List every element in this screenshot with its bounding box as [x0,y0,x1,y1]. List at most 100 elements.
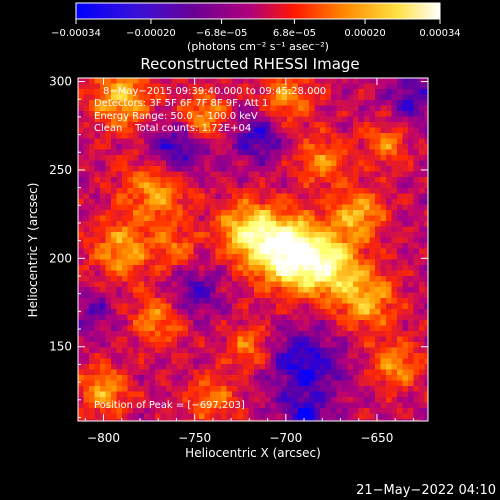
heatmap-cell [424,237,428,244]
heatmap-cell [292,292,299,299]
heatmap-cell [342,402,348,409]
heatmap-cell [347,259,354,266]
heatmap-cell [94,298,101,304]
heatmap-cell [144,281,150,288]
heatmap-cell [276,149,282,156]
heatmap-cell [204,193,211,200]
heatmap-cell [375,391,381,398]
heatmap-cell [424,342,428,348]
heatmap-cell [248,265,255,271]
heatmap-cell [215,193,222,200]
heatmap-cell [353,215,359,222]
heatmap-cell [380,331,387,337]
heatmap-cell [364,204,370,211]
heatmap-cell [303,243,310,249]
heatmap-cell [243,232,249,238]
heatmap-cell [210,314,216,321]
heatmap-cell [287,94,293,101]
heatmap-cell [419,292,425,299]
heatmap-cell [254,94,260,101]
heatmap-cell [149,259,156,266]
heatmap-cell [155,380,161,387]
heatmap-cell [166,336,172,343]
heatmap-cell [182,144,189,150]
heatmap-cell [149,248,156,255]
heatmap-cell [342,331,348,337]
colorbar [75,2,441,20]
heatmap-cell [413,298,420,304]
heatmap-cell [397,111,403,117]
heatmap-cell [397,149,403,156]
heatmap-cell [397,281,403,288]
heatmap-cell [364,325,370,332]
colorbar-tick-label: 0.00020 [344,28,385,39]
heatmap-cell [193,397,200,403]
heatmap-cell [342,210,348,216]
heatmap-cell [397,237,403,244]
heatmap-cell [303,210,310,216]
heatmap-cell [144,100,150,106]
heatmap-cell [424,122,428,128]
heatmap-cell [89,287,95,293]
heatmap-cell [100,122,106,128]
heatmap-cell [276,94,282,101]
heatmap-cell [358,78,365,84]
heatmap-cell [314,116,321,123]
heatmap-cell [424,232,428,238]
heatmap-cell [369,89,376,95]
heatmap-cell [303,78,310,84]
heatmap-cell [375,309,381,315]
heatmap-cell [402,358,409,365]
heatmap-cell [160,386,167,392]
heatmap-cell [309,144,315,150]
heatmap-cell [116,94,123,101]
heatmap-cell [171,171,178,178]
heatmap-cell [182,83,189,90]
heatmap-cell [105,78,112,84]
heatmap-cell [78,402,84,409]
heatmap-cell [336,100,343,106]
heatmap-cell [364,232,370,238]
heatmap-cell [391,303,398,310]
heatmap-cell [369,155,376,161]
heatmap-cell [309,254,315,260]
heatmap-cell [391,177,398,183]
heatmap-cell [254,298,260,304]
heatmap-cell [199,199,205,205]
heatmap-cell [149,331,156,337]
heatmap-cell [116,287,123,293]
heatmap-cell [287,397,293,403]
heatmap-cell [342,391,348,398]
heatmap-cell [78,292,84,299]
heatmap-cell [270,127,277,134]
heatmap-cell [402,182,409,189]
heatmap-cell [358,347,365,354]
heatmap-cell [364,386,370,392]
heatmap-cell [177,325,183,332]
heatmap-cell [248,199,255,205]
heatmap-cell [320,342,326,348]
heatmap-cell [342,177,348,183]
heatmap-cell [243,281,249,288]
heatmap-cell [204,248,211,255]
heatmap-cell [413,347,420,354]
heatmap-cell [155,210,161,216]
heatmap-cell [375,386,381,392]
heatmap-cell [199,116,205,123]
heatmap-cell [226,221,233,227]
heatmap-cell [149,342,156,348]
heatmap-cell [188,105,194,112]
heatmap-cell [380,265,387,271]
heatmap-cell [182,281,189,288]
heatmap-cell [133,188,139,194]
heatmap-cell [358,413,365,420]
colorbar-tick-label: −6.8e−05 [196,28,248,39]
heatmap-cell [193,237,200,244]
heatmap-cell [402,380,409,387]
heatmap-cell [320,364,326,370]
heatmap-cell [369,364,376,370]
heatmap-cell [408,259,414,266]
heatmap-cell [347,133,354,139]
heatmap-cell [232,298,238,304]
heatmap-cell [397,199,403,205]
